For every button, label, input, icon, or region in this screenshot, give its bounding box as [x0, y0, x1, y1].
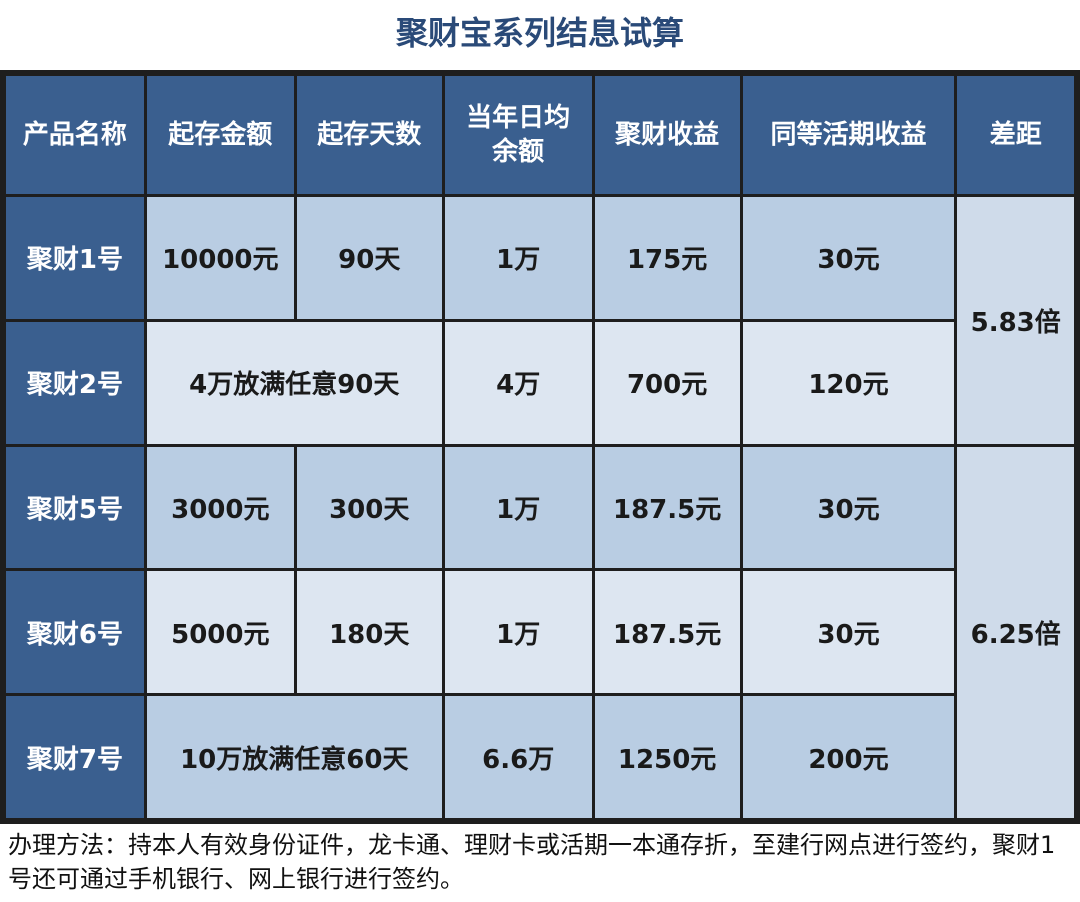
merged-condition: 10万放满任意60天 [146, 696, 442, 818]
demand-income: 30元 [742, 571, 955, 694]
product-name: 聚财1号 [6, 197, 144, 319]
table-row: 聚财5号 3000元 300天 1万 187.5元 30元 6.25倍 [6, 446, 1074, 818]
min-amount: 10000元 [146, 197, 294, 319]
income: 175元 [594, 197, 740, 319]
header-avg-balance: 当年日均 余额 [444, 76, 592, 194]
interest-table: 产品名称 起存金额 起存天数 当年日均 余额 聚财收益 同等活期收益 差距 聚财1… [0, 70, 1080, 824]
header-income: 聚财收益 [594, 76, 740, 194]
gap-value: 5.83倍 [957, 197, 1074, 444]
header-min-amount: 起存金额 [146, 76, 294, 194]
merged-condition: 4万放满任意90天 [146, 321, 442, 444]
product-name: 聚财7号 [6, 696, 144, 818]
header-row: 产品名称 起存金额 起存天数 当年日均 余额 聚财收益 同等活期收益 差距 [6, 76, 1074, 194]
income: 187.5元 [594, 571, 740, 694]
header-min-days: 起存天数 [296, 76, 442, 194]
product-name: 聚财2号 [6, 321, 144, 444]
product-name: 聚财5号 [6, 446, 144, 569]
header-demand-income: 同等活期收益 [742, 76, 955, 194]
min-days: 90天 [296, 197, 442, 319]
avg-balance: 1万 [444, 571, 592, 694]
gap-value: 6.25倍 [957, 446, 1074, 818]
table-row: 聚财2号 4万放满任意90天 4万 700元 120元 [6, 321, 1074, 444]
table-row: 聚财6号 5000元 180天 1万 187.5元 30元 [6, 571, 1074, 694]
demand-income: 30元 [742, 197, 955, 319]
procedure-note: 办理方法：持本人有效身份证件，龙卡通、理财卡或活期一本通存折，至建行网点进行签约… [8, 831, 1056, 893]
income: 700元 [594, 321, 740, 444]
avg-balance: 6.6万 [444, 696, 592, 818]
header-product-name: 产品名称 [6, 76, 144, 194]
demand-income: 30元 [742, 446, 955, 569]
min-amount: 3000元 [146, 446, 294, 569]
min-days: 300天 [296, 446, 442, 569]
income: 1250元 [594, 696, 740, 818]
income: 187.5元 [594, 446, 740, 569]
product-name: 聚财6号 [6, 571, 144, 694]
avg-balance: 1万 [444, 446, 592, 569]
avg-balance: 1万 [444, 197, 592, 319]
min-days: 180天 [296, 571, 442, 694]
demand-income: 120元 [742, 321, 955, 444]
header-gap: 差距 [957, 76, 1074, 194]
avg-balance: 4万 [444, 321, 592, 444]
min-amount: 5000元 [146, 571, 294, 694]
demand-income: 200元 [742, 696, 955, 818]
table-row: 聚财1号 10000元 90天 1万 175元 30元 5.83倍 [6, 197, 1074, 444]
table-row: 聚财7号 10万放满任意60天 6.6万 1250元 200元 [6, 696, 1074, 818]
page-title: 聚财宝系列结息试算 [395, 14, 684, 52]
